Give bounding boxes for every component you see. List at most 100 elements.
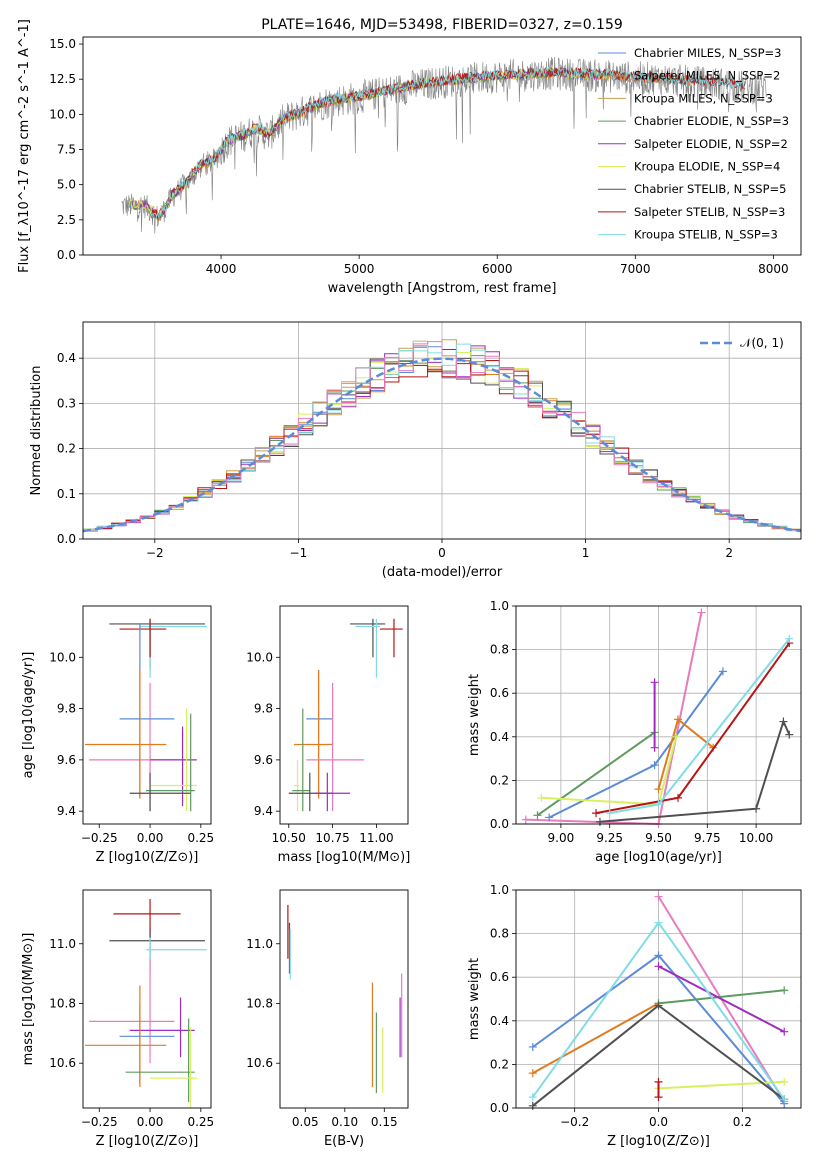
weight-marker	[545, 813, 554, 822]
model-spectrum-kroupa_elodie	[128, 66, 608, 220]
x-tick-label: 9.75	[694, 831, 721, 845]
weight-line-chabrier_elodie	[536, 731, 656, 817]
plot-frame	[515, 889, 802, 1109]
weight-marker	[528, 1101, 537, 1110]
chart-title: PLATE=1646, MJD=53498, FIBERID=0327, z=0…	[261, 17, 623, 33]
y-tick-label: 10.8	[49, 996, 76, 1010]
plot-frame	[82, 889, 212, 1109]
weight-marker	[780, 986, 789, 995]
y-tick-label: 1.0	[490, 883, 509, 897]
x-tick-label: 10.00	[739, 831, 773, 845]
x-axis-label: Z [log10(Z/Z⊙)]	[607, 1134, 710, 1149]
weight-marker	[654, 800, 663, 809]
weight-line-salpeter_stelib	[595, 642, 791, 815]
x-axis-label: E(B-V)	[324, 1134, 364, 1149]
weight-marker	[697, 608, 706, 617]
y-tick-label: 7.5	[57, 143, 76, 157]
y-tick-label: 10.8	[246, 996, 273, 1010]
y-tick-label: 9.4	[254, 804, 273, 818]
y-tick-label: 0.4	[57, 351, 76, 365]
y-tick-label: 2.5	[57, 213, 76, 227]
x-tick-label: −1	[290, 546, 308, 560]
panel-age_vs_mass: 10.50 10.75 11.00 9.4 9.6 9.8 10.0 mass [log10(…	[246, 605, 410, 865]
spectrum-lines	[121, 56, 767, 234]
x-tick-label: 0.25	[187, 831, 214, 845]
weight-marker	[605, 809, 614, 818]
y-tick-label: 10.0	[246, 650, 273, 664]
x-tick-label: 5000	[344, 262, 375, 276]
y-axis-label: age [log10(age/yr)]	[21, 652, 36, 779]
weight-line-salpeter_miles	[532, 1002, 659, 1074]
normal-curve	[82, 357, 802, 533]
x-tick-label: 0.10	[331, 1115, 358, 1129]
weight-marker	[672, 732, 681, 741]
y-tick-label: 0.8	[490, 927, 509, 941]
weight-marker	[674, 715, 683, 724]
x-tick-label: −0.2	[560, 1115, 589, 1129]
model-spectrum-salpeter_elodie	[128, 67, 607, 220]
x-tick-label: 6000	[482, 262, 513, 276]
x-tick-label: 4000	[206, 262, 237, 276]
weight-marker	[654, 1001, 663, 1010]
x-tick-label: 8000	[758, 262, 789, 276]
x-tick-label: −0.25	[81, 831, 118, 845]
weight-line-pink	[525, 612, 703, 826]
y-tick-label: 0.6	[490, 970, 509, 984]
y-tick-label: 0.0	[490, 1101, 509, 1115]
x-tick-label: 1	[582, 546, 590, 560]
x-tick-label: 0.0	[649, 1115, 668, 1129]
weight-marker	[537, 793, 546, 802]
x-tick-label: 0.25	[187, 1115, 214, 1129]
legend-label: Chabrier MILES, N_SSP=3	[634, 46, 781, 60]
y-tick-label: 11.0	[49, 937, 76, 951]
x-tick-label: 0.00	[137, 831, 164, 845]
x-tick-label: 2	[725, 546, 733, 560]
x-tick-label: 0	[438, 546, 446, 560]
x-tick-label: 0.15	[371, 1115, 398, 1129]
legend-label: Chabrier ELODIE, N_SSP=3	[634, 114, 789, 128]
weight-line-chabrier_stelib	[599, 718, 791, 823]
x-tick-label: 9.25	[596, 831, 623, 845]
y-tick-label: 9.8	[254, 702, 273, 716]
legend-label: Salpeter MILES, N_SSP=2	[634, 69, 780, 83]
panel-weight_vs_z: −0.2 0.0 0.2 0.0 0.2 0.4 0.6 0.8 1.0 Z [log10(Z/Z…	[467, 883, 802, 1149]
weight-marker	[780, 1095, 789, 1104]
y-tick-label: 1.0	[490, 599, 509, 613]
y-tick-label: 11.0	[246, 937, 273, 951]
y-axis-label: Flux [f_λ10^-17 erg cm^-2 s^-1 A^-1]	[17, 19, 32, 273]
y-tick-label: 0.8	[490, 643, 509, 657]
weight-marker	[780, 1027, 789, 1036]
weight-marker	[780, 1077, 789, 1086]
weight-marker	[785, 634, 794, 643]
x-tick-label: 9.00	[548, 831, 575, 845]
y-tick-label: 15.0	[49, 37, 76, 51]
y-tick-label: 10.0	[49, 107, 76, 121]
y-tick-label: 12.5	[49, 72, 76, 86]
weight-marker	[752, 804, 761, 813]
weight-marker	[650, 678, 659, 687]
x-tick-label: 7000	[620, 262, 651, 276]
weight-marker	[528, 1042, 537, 1051]
plot-frame	[82, 605, 212, 825]
weight-marker	[654, 918, 663, 927]
y-tick-label: 9.8	[57, 702, 76, 716]
weight-marker	[785, 730, 794, 739]
y-tick-label: 0.2	[490, 1057, 509, 1071]
plot-frame	[279, 605, 409, 825]
x-tick-label: 9.50	[645, 831, 672, 845]
weight-marker	[779, 717, 788, 726]
plot-frame	[82, 321, 802, 540]
histogram-salpeter_stelib	[83, 360, 801, 531]
plot-frame	[279, 889, 409, 1109]
weight-line-kroupa_elodie	[541, 736, 678, 806]
y-tick-label: 0.0	[490, 817, 509, 831]
model-spectrum-chabrier_elodie	[128, 66, 608, 220]
x-tick-label: 10.75	[315, 831, 349, 845]
weight-marker	[654, 951, 663, 960]
y-tick-label: 10.0	[49, 650, 76, 664]
weight-marker	[521, 815, 530, 824]
weight-marker	[595, 817, 604, 826]
x-tick-label: 0.05	[292, 1115, 319, 1129]
plot-frame	[515, 605, 802, 825]
weight-marker	[533, 811, 542, 820]
